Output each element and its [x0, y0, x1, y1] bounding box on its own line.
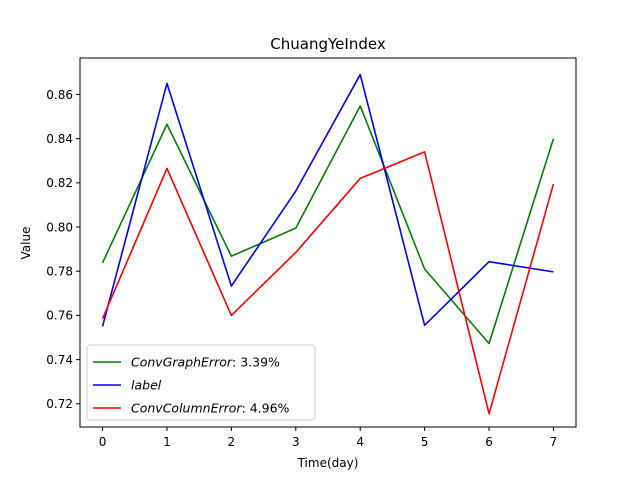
legend: ConvGraphError: 3.39% label ConvColumnErro…: [86, 344, 316, 421]
y-tick-label-7: 0.86: [46, 88, 73, 102]
axes-frame: [79, 57, 577, 428]
series-line-label: [101, 73, 554, 327]
x-tick-label-1: 1: [163, 435, 171, 449]
series-line-ConvGraphError: [101, 105, 555, 345]
x-tick-label-3: 3: [292, 435, 300, 449]
x-tick-label-4: 4: [356, 435, 364, 449]
y-tick-label-2: 0.76: [46, 309, 73, 323]
y-tick-label-6: 0.84: [46, 132, 73, 146]
x-tick-label-0: 0: [99, 435, 107, 449]
chart-title: ChuangYeIndex: [270, 35, 386, 53]
x-tick-label-2: 2: [228, 435, 236, 449]
x-axis-label: Time(day): [297, 456, 359, 470]
x-tick-label-5: 5: [421, 435, 429, 449]
y-tick-label-4: 0.80: [46, 220, 73, 234]
legend-box: [86, 344, 316, 421]
x-tick-label-7: 7: [550, 435, 558, 449]
legend-label-ConvColumnError: ConvColumnError: 4.96%: [131, 401, 290, 416]
x-tick-label-6: 6: [485, 435, 493, 449]
y-tick-label-3: 0.78: [46, 265, 73, 279]
legend-label-ConvGraphError: ConvGraphError: 3.39%: [131, 355, 280, 370]
y-axis-label: Value: [19, 227, 33, 260]
plot-area: 0 1 2 3 4 5 6 7 0.72 0.74 0.76 0.78 0.80 0.82 0.84 0.86: [46, 57, 577, 449]
y-tick-label-1: 0.74: [46, 353, 73, 367]
series-line-ConvColumnError: [101, 151, 555, 415]
y-tick-label-0: 0.72: [46, 397, 73, 411]
legend-label-label: label: [131, 378, 162, 393]
y-tick-label-5: 0.82: [46, 176, 73, 190]
